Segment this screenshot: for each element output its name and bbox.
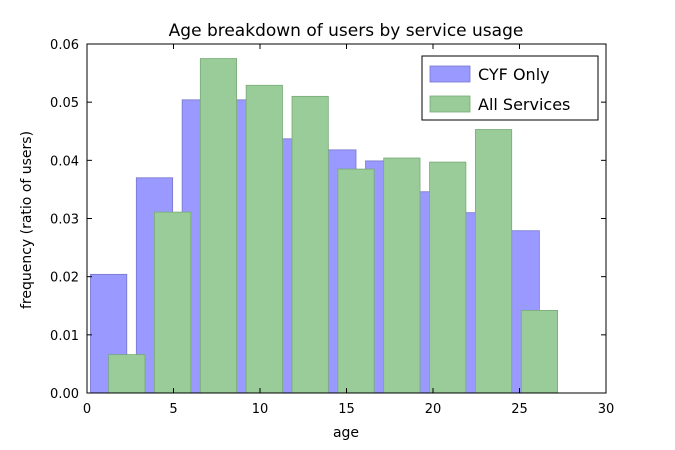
x-tick-label: 25: [511, 402, 528, 417]
y-tick-label: 0.05: [50, 96, 79, 111]
x-axis-label: age: [333, 425, 359, 441]
axis-ticks: 0 5 10 15 20 25 30 0.00 0.01 0.02 0.03 0.04 0.05 0.06: [50, 38, 614, 417]
bar-series-2-1: [108, 354, 146, 394]
y-tick-label: 0.02: [50, 271, 79, 286]
y-tick-label: 0.04: [50, 154, 79, 169]
bar-series-2-5: [291, 95, 329, 394]
bar-series-2-3: [199, 58, 238, 394]
x-tick-label: 15: [338, 402, 355, 417]
bar-series-2-9: [474, 129, 513, 394]
legend-swatch-1: [429, 65, 471, 83]
bar-series-2-7: [383, 157, 421, 394]
legend-swatch-2: [429, 95, 471, 113]
y-tick-label: 0.03: [50, 213, 79, 228]
y-tick-label: 0.06: [50, 38, 79, 53]
legend-label-1: CYF Only: [478, 65, 550, 84]
y-tick-label: 0.01: [50, 329, 79, 344]
x-tick-label: 30: [598, 402, 615, 417]
y-axis-label: frequency (ratio of users): [19, 131, 35, 309]
legend-label-2: All Services: [478, 95, 570, 114]
x-tick-label: 20: [425, 402, 442, 417]
chart-title: Age breakdown of users by service usage: [169, 21, 524, 41]
bar-series-2-4: [245, 84, 283, 394]
x-tick-label: 0: [83, 402, 91, 417]
bar-series-2-10: [520, 309, 558, 394]
bar-series-2-2: [154, 211, 192, 394]
x-tick-label: 5: [169, 402, 177, 417]
bars-layer: [90, 58, 558, 394]
bar-series-2-6: [337, 168, 375, 394]
bar-series-2-8: [429, 161, 467, 394]
x-tick-label: 10: [252, 402, 269, 417]
legend: CYF Only All Services: [421, 55, 599, 121]
y-tick-label: 0.00: [50, 387, 79, 402]
